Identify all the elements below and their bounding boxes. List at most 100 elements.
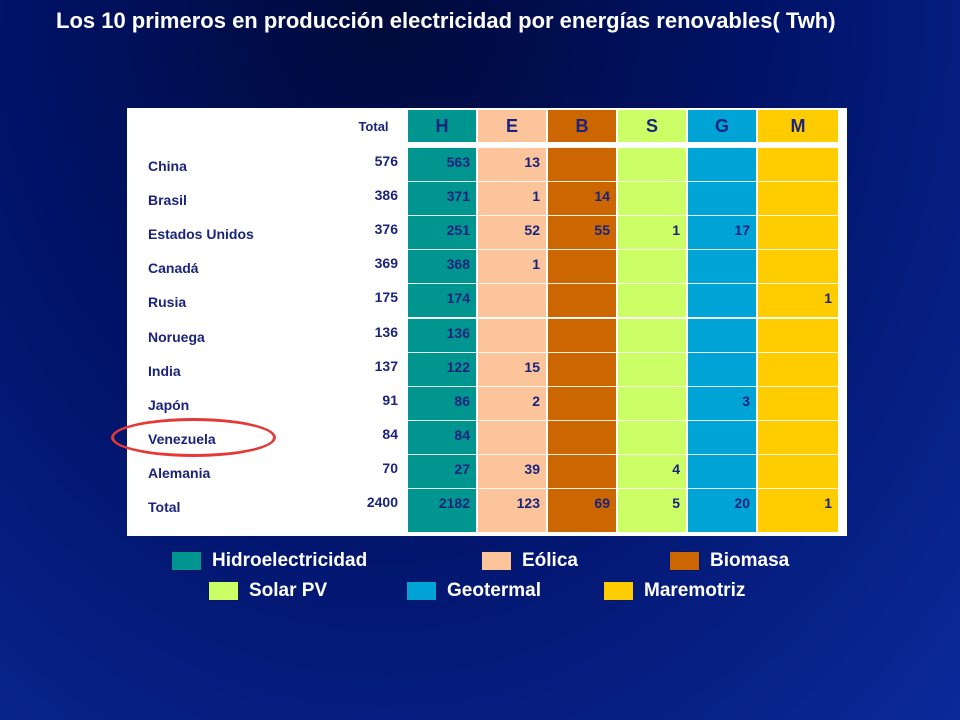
cell-e: 123 [478, 488, 546, 532]
row-label: Alemania [148, 464, 211, 481]
cell-b [548, 351, 616, 386]
cell-m [758, 453, 838, 488]
cell-m [758, 385, 838, 420]
column-header-e: E [478, 110, 546, 142]
cell-g: 20 [688, 488, 756, 532]
row-label: Total [148, 499, 181, 515]
cell-m [758, 317, 838, 352]
legend-item: Geotermal [406, 578, 541, 604]
cell-e: 52 [478, 215, 546, 250]
cell-e: 15 [478, 351, 546, 386]
legend-label: Geotermal [447, 580, 541, 601]
row-total: 175 [374, 289, 398, 306]
cell-h: 563 [408, 147, 476, 182]
legend-swatch [481, 551, 512, 571]
cell-g [688, 351, 756, 386]
column-header-s: S [618, 110, 686, 142]
cell-h: 2182 [408, 488, 476, 532]
row-label: Noruega [148, 328, 205, 345]
cell-h: 84 [408, 419, 476, 454]
cell-h: 371 [408, 181, 476, 216]
legend-label: Hidroelectricidad [212, 550, 368, 571]
cell-b: 14 [548, 181, 616, 216]
cell-b: 55 [548, 215, 616, 250]
cell-m [758, 351, 838, 386]
cell-h: 86 [408, 385, 476, 420]
cell-h: 122 [408, 351, 476, 386]
cell-g [688, 181, 756, 216]
cell-g [688, 419, 756, 454]
cell-g [688, 453, 756, 488]
cell-g: 3 [688, 385, 756, 420]
cell-s [618, 283, 686, 318]
legend-item: Maremotriz [603, 578, 745, 604]
legend-swatch [406, 581, 437, 601]
legend-swatch [603, 581, 634, 601]
row-total: 376 [374, 221, 398, 238]
row-total: 84 [382, 425, 398, 442]
cell-b [548, 317, 616, 352]
column-header-b: B [548, 110, 616, 142]
legend-label: Maremotriz [644, 580, 746, 601]
cell-e [478, 419, 546, 454]
cell-e: 1 [478, 249, 546, 284]
row-label: India [148, 362, 181, 379]
cell-b [548, 249, 616, 284]
row-total: 369 [374, 255, 398, 272]
cell-s: 5 [618, 488, 686, 532]
cell-s [618, 147, 686, 182]
cell-g [688, 317, 756, 352]
cell-h: 368 [408, 249, 476, 284]
legend-item: Eólica [481, 548, 578, 574]
cell-m [758, 249, 838, 284]
column-header-h: H [408, 110, 476, 142]
cell-e: 2 [478, 385, 546, 420]
cell-m [758, 215, 838, 250]
cell-m: 1 [758, 488, 838, 532]
row-label: Japón [148, 396, 190, 413]
row-total: 576 [374, 153, 398, 169]
total-column-header: Total [358, 118, 389, 134]
row-label: Brasil [148, 192, 187, 209]
legend-swatch [171, 551, 202, 571]
legend-swatch [208, 581, 239, 601]
row-total: 70 [382, 459, 398, 476]
legend-swatch [669, 551, 700, 571]
legend-item: Hidroelectricidad [171, 548, 367, 574]
legend-item: Biomasa [669, 548, 789, 574]
cell-g [688, 147, 756, 182]
cell-h: 27 [408, 453, 476, 488]
cell-e: 1 [478, 181, 546, 216]
cell-e [478, 317, 546, 352]
row-total: 2400 [366, 494, 398, 510]
cell-h: 136 [408, 317, 476, 352]
cell-s [618, 249, 686, 284]
cell-b [548, 147, 616, 182]
cell-b [548, 453, 616, 488]
cell-m: 1 [758, 283, 838, 318]
cell-e: 13 [478, 147, 546, 182]
cell-b: 69 [548, 488, 616, 532]
venezuela-highlight-circle [111, 418, 276, 457]
row-label: China [148, 158, 187, 174]
cell-b [548, 419, 616, 454]
cell-s [618, 181, 686, 216]
cell-b [548, 385, 616, 420]
legend-label: Eólica [522, 550, 578, 571]
row-total: 137 [374, 357, 398, 374]
cell-g [688, 249, 756, 284]
cell-g: 17 [688, 215, 756, 250]
legend-label: Solar PV [249, 580, 328, 601]
legend-item: Solar PV [208, 578, 327, 604]
row-total: 91 [382, 391, 398, 408]
row-label: Canadá [148, 260, 199, 277]
cell-g [688, 283, 756, 318]
cell-s [618, 385, 686, 420]
cell-e: 39 [478, 453, 546, 488]
cell-m [758, 181, 838, 216]
cell-m [758, 419, 838, 454]
column-header-m: M [758, 110, 838, 142]
cell-h: 174 [408, 283, 476, 318]
cell-b [548, 283, 616, 318]
cell-e [478, 283, 546, 318]
